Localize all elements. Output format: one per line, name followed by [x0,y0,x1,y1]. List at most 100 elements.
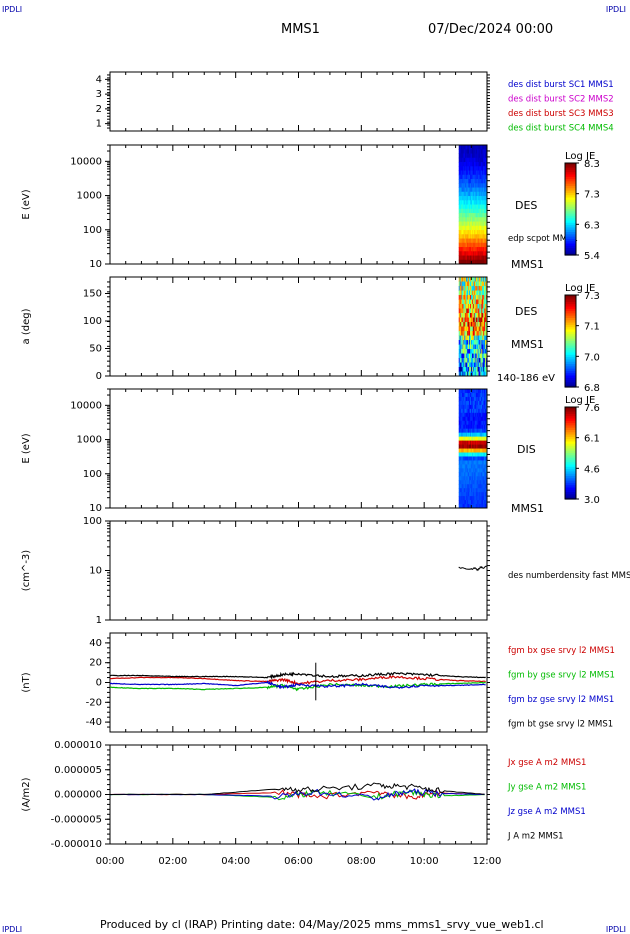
spectrogram-cell [463,157,465,163]
spectrogram-cell [483,362,485,368]
spectrogram-cell [481,392,483,398]
spectrogram-cell [460,281,463,287]
spectrogram-cell [476,149,479,154]
spectrogram-cell [463,281,465,287]
spectrogram-cell [483,281,485,287]
spectrogram-cell [471,277,474,282]
spectrogram-cell [484,238,486,244]
spectrogram-cell [478,153,480,159]
spectrogram-cell [477,428,480,434]
spectrogram-cell [470,281,472,287]
spectrogram-cell [470,349,473,354]
spectrogram-cell [466,322,468,327]
spectrogram-cell [483,456,485,461]
spectrogram-cell [462,349,464,354]
panel-sc-label: MMS1 [511,338,544,351]
spectrogram-cell [459,174,462,180]
spectrogram-cell [484,476,486,481]
spectrogram-cell [478,353,480,359]
spectrogram-cell [471,281,474,287]
spectrogram-cell [474,290,477,296]
spectrogram-cell [462,358,464,363]
spectrogram-cell [459,145,462,150]
spectrogram-cell [465,247,467,252]
spectrogram-cell [466,230,468,235]
colorbar-swatch [565,299,576,303]
spectrogram-cell [483,404,485,410]
spectrogram-cell [460,496,463,501]
spectrogram-cell [465,290,467,296]
spectrogram-cell [482,367,484,372]
spectrogram-cell [480,436,482,442]
spectrogram-cell [467,277,469,282]
spectrogram-cell [468,436,470,442]
spectrogram-cell [483,389,485,394]
spectrogram-cell [477,468,480,473]
spectrogram-cell [459,371,462,377]
spectrogram-cell [465,362,467,368]
spectrogram-cell [475,452,478,457]
colorbar-swatch [565,413,576,417]
spectrogram-cell [476,504,479,509]
spectrogram-cell [476,460,479,465]
spectrogram-cell [480,496,482,501]
spectrogram-cell [485,448,487,453]
spectrogram-cell [464,428,466,434]
spectrogram-cell [482,480,484,485]
spectrogram-cell [478,251,480,256]
spectrogram-cell [461,500,463,505]
spectrogram-cell [461,153,463,159]
colorbar-swatch [565,357,576,360]
spectrogram-cell [472,371,475,377]
spectrogram-cell [482,484,484,489]
spectrogram-cell [472,432,475,438]
spectrogram-cell [460,440,463,446]
spectrogram-cell [481,389,483,394]
spectrogram-cell [469,157,471,163]
spectrogram-cell [462,295,464,300]
spectrogram-cell [468,157,470,163]
spectrogram-cell [469,488,471,493]
spectrogram-cell [484,349,486,354]
spectrogram-cell [479,259,481,265]
spectrogram-cell [472,200,475,205]
spectrogram-cell [480,196,482,201]
spectrogram-cell [461,299,463,305]
spectrogram-cell [471,412,474,418]
spectrogram-cell [461,255,463,261]
spectrogram-cell [459,277,462,282]
spectrogram-cell [472,440,475,446]
spectrogram-cell [481,255,483,261]
spectrogram-cell [462,400,464,406]
fgm-legend-3: fgm bz gse srvy l2 MMS1 [508,695,614,705]
spectrogram-cell [464,444,466,449]
spectrogram-cell [476,290,479,296]
spectrogram-cell [470,174,472,180]
spectrogram-cell [458,196,461,201]
spectrogram-cell [470,420,473,426]
spectrogram-cell [460,504,463,509]
spectrogram-cell [459,225,462,231]
spectrogram-cell [483,217,485,222]
spectrogram-cell [470,344,473,350]
spectrogram-cell [464,340,466,345]
spectrogram-cell [465,440,467,446]
spectrogram-cell [479,157,481,163]
spectrogram-cell [462,496,464,501]
spectrogram-cell [479,281,481,287]
spectrogram-cell [483,170,485,176]
spectrogram-cell [465,295,467,300]
spectrogram-cell [459,420,462,426]
spectrogram-cell [460,448,463,453]
spectrogram-cell [464,452,466,457]
spectrogram-cell [479,412,481,418]
spectrogram-cell [485,371,487,377]
spectrogram-cell [472,313,475,318]
colorbar-swatch [565,361,576,365]
spectrogram-cell [480,259,482,265]
spectrogram-cell [483,242,485,248]
spectrogram-cell [461,322,463,327]
spectrogram-cell [473,208,476,214]
spectrogram-cell [463,322,465,327]
spectrogram-cell [473,290,476,296]
